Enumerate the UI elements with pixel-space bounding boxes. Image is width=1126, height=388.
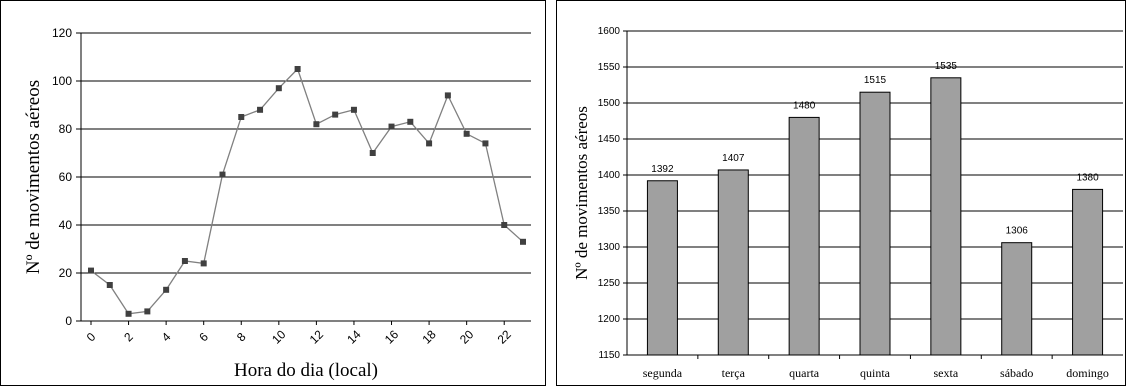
y-tick-label: 60: [59, 170, 73, 184]
y-tick-label: 20: [59, 266, 73, 280]
bar-data-label: 1480: [793, 100, 816, 111]
bar: [859, 91, 891, 356]
x-axis-title: Hora do dia (local): [234, 360, 378, 381]
y-tick-label: 40: [59, 218, 73, 232]
y-tick-label: 100: [52, 74, 72, 88]
bar: [930, 77, 962, 356]
data-point: [275, 85, 282, 92]
data-point: [294, 66, 301, 72]
y-tick-label: 0: [65, 314, 72, 328]
x-category-label: terça: [722, 366, 746, 380]
bar-data-label: 1392: [651, 164, 674, 175]
bar-data-label: 1515: [864, 75, 887, 86]
y-tick-label: 1150: [598, 350, 620, 361]
data-point: [426, 140, 433, 147]
x-tick-label: 22: [495, 327, 515, 347]
y-tick-label: 1400: [598, 170, 621, 181]
x-tick-label: 12: [307, 327, 327, 347]
data-point: [407, 118, 414, 125]
x-tick-label: 10: [269, 327, 289, 347]
y-tick-label: 1200: [598, 314, 621, 325]
data-point: [463, 130, 470, 137]
data-point: [238, 114, 245, 120]
data-point: [369, 150, 376, 156]
x-tick-label: 8: [234, 329, 249, 344]
bar: [1072, 188, 1104, 356]
x-tick-label: 6: [196, 329, 211, 344]
bar-data-label: 1306: [1006, 226, 1029, 237]
x-tick-label: 0: [84, 329, 99, 344]
data-point: [482, 140, 489, 147]
y-tick-label: 1250: [598, 278, 621, 289]
y-tick-label: 1300: [598, 242, 621, 253]
x-tick-label: 18: [419, 327, 439, 347]
x-category-label: quinta: [860, 366, 891, 380]
data-point: [219, 171, 226, 178]
data-point: [163, 286, 170, 293]
data-point: [200, 260, 207, 267]
bar-data-label: 1535: [935, 61, 958, 72]
x-category-label: quarta: [789, 366, 820, 380]
x-tick-label: 4: [159, 329, 174, 344]
data-point: [125, 310, 132, 317]
y-tick-label: 1550: [598, 62, 621, 73]
data-point: [444, 92, 451, 99]
data-point: [501, 222, 508, 228]
x-tick-label: 2: [121, 329, 136, 344]
hourly-line-chart: 0 20 40 60 80 100 120 0 2 4 6 8 10 12 14 16 18 20 22 Hora d…: [23, 26, 531, 381]
series-line: [90, 67, 524, 315]
data-point: [144, 308, 151, 315]
bar: [1001, 242, 1033, 356]
y-tick-label: 80: [59, 122, 73, 136]
x-category-label: domingo: [1066, 366, 1109, 380]
bar: [788, 116, 820, 356]
y-tick-label: 1350: [598, 206, 621, 217]
data-point: [350, 106, 357, 113]
weekday-bar-chart: 1150 1200 1250 1300 1350 1400 1450 1500 1550 1600…: [572, 26, 1123, 380]
x-tick-label: 16: [382, 327, 402, 347]
x-category-label: sábado: [1000, 366, 1033, 380]
data-point: [257, 106, 264, 113]
y-tick-label: 1600: [598, 26, 621, 37]
y-tick-label: 1450: [598, 134, 621, 145]
x-category-label: sexta: [934, 366, 959, 380]
x-category-label: segunda: [643, 366, 683, 380]
data-point: [520, 238, 526, 245]
data-point: [388, 123, 395, 130]
y-axis-title: Nº de movimentos aéreos: [23, 80, 44, 274]
data-point: [106, 282, 113, 288]
bar: [646, 180, 678, 356]
weekday-bar-chart-panel: 1150 1200 1250 1300 1350 1400 1450 1500 1550 1600…: [556, 0, 1126, 386]
y-tick-label: 120: [52, 26, 72, 40]
y-tick-label: 1500: [598, 98, 621, 109]
data-point: [181, 258, 188, 264]
x-tick-label: 20: [457, 327, 477, 347]
data-point: [88, 267, 94, 274]
x-tick-label: 14: [344, 327, 364, 347]
bar-data-label: 1380: [1076, 172, 1099, 183]
bar-data-label: 1407: [722, 153, 745, 164]
data-point: [332, 111, 339, 118]
data-point: [313, 121, 320, 128]
hourly-line-chart-panel: 0 20 40 60 80 100 120 0 2 4 6 8 10 12 14 16 18 20 22 Hora d…: [0, 0, 546, 386]
bar: [717, 169, 749, 356]
y-axis-title: Nº de movimentos aéreos: [572, 106, 591, 280]
